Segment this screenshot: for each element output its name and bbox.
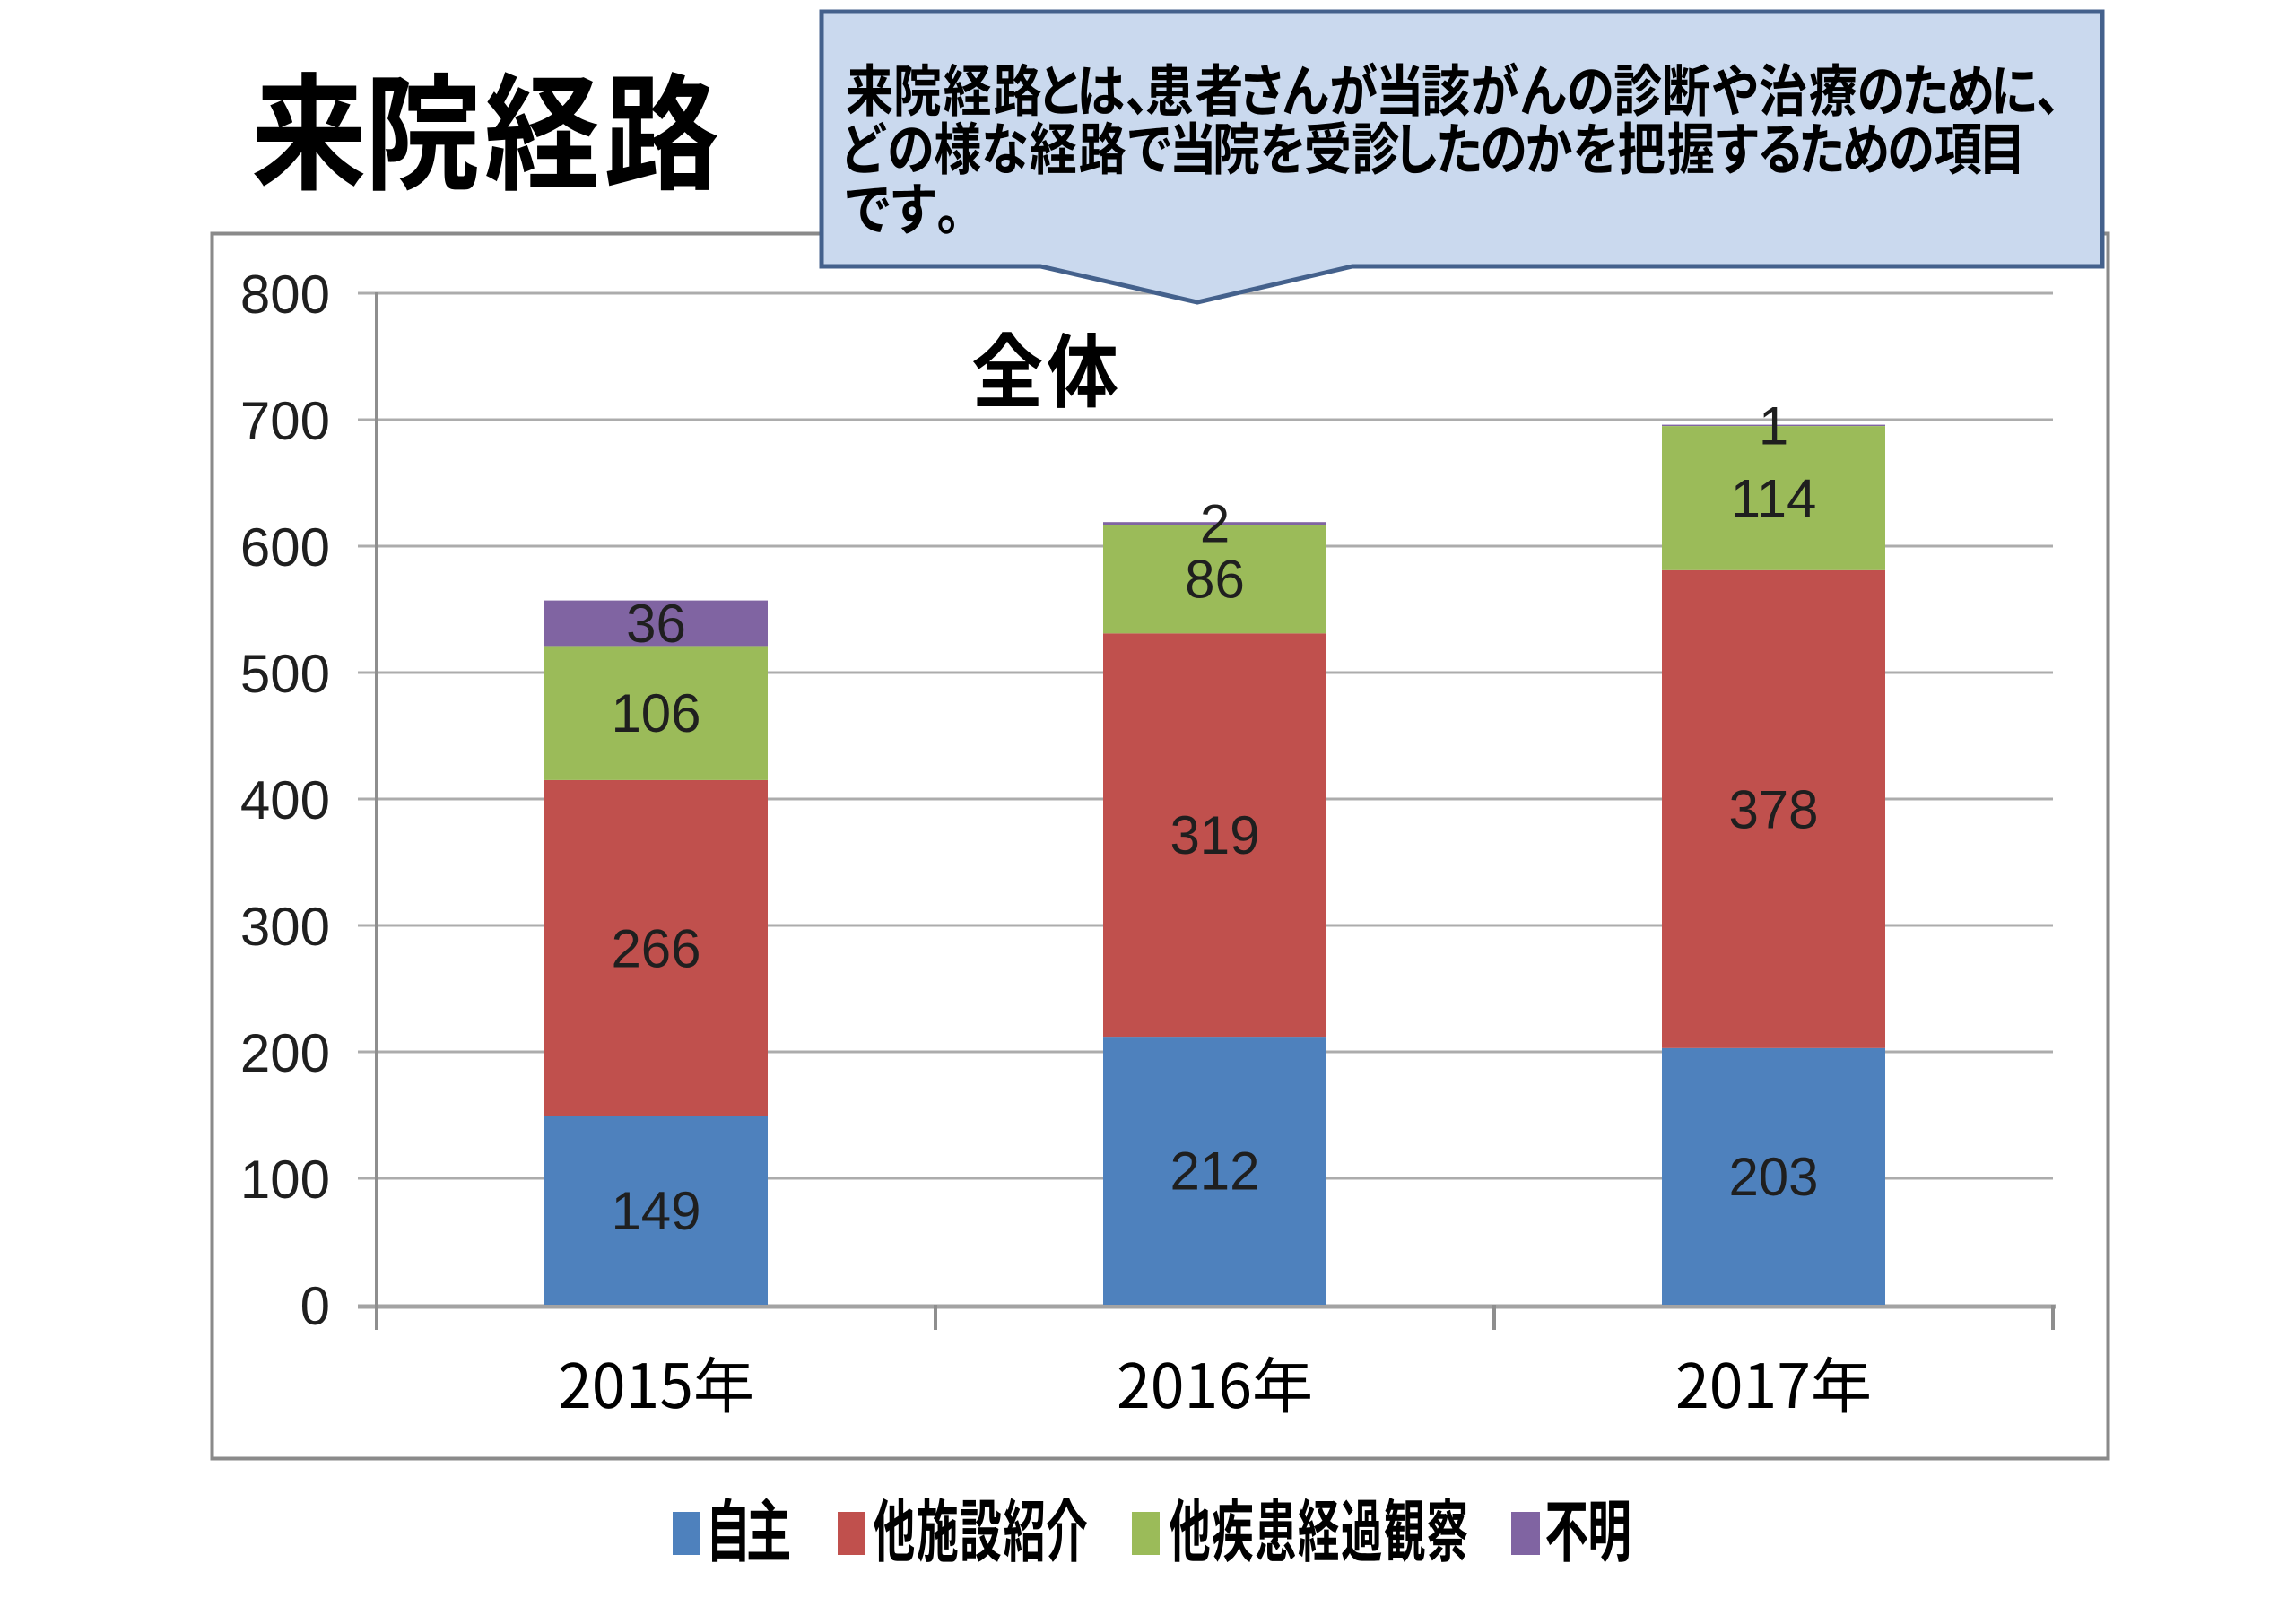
svg-text:200: 200 [240, 1023, 330, 1083]
svg-text:378: 378 [1728, 779, 1818, 839]
svg-text:86: 86 [1185, 550, 1245, 610]
svg-text:106: 106 [611, 683, 700, 743]
svg-text:800: 800 [240, 265, 330, 325]
svg-text:2: 2 [1200, 494, 1230, 554]
svg-text:149: 149 [611, 1181, 700, 1241]
svg-text:212: 212 [1170, 1142, 1259, 1202]
svg-text:203: 203 [1728, 1147, 1818, 1207]
svg-text:0: 0 [300, 1276, 330, 1336]
svg-text:500: 500 [240, 644, 330, 704]
svg-text:400: 400 [240, 770, 330, 830]
svg-text:300: 300 [240, 897, 330, 957]
svg-text:114: 114 [1731, 468, 1817, 528]
svg-text:266: 266 [611, 918, 700, 978]
svg-text:319: 319 [1170, 805, 1259, 865]
svg-text:700: 700 [240, 391, 330, 451]
svg-text:600: 600 [240, 517, 330, 578]
svg-text:100: 100 [240, 1150, 330, 1210]
svg-text:1: 1 [1759, 395, 1788, 456]
svg-text:36: 36 [626, 594, 686, 654]
